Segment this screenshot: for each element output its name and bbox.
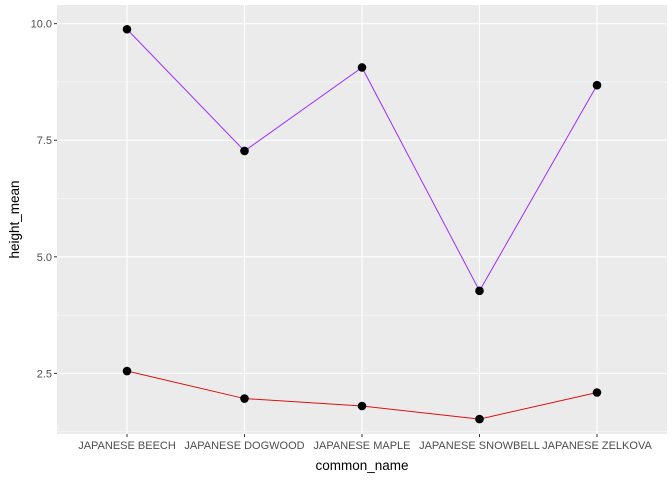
data-point-series-1 [122,24,132,34]
x-tick-label: JAPANESE DOGWOOD [184,440,304,452]
y-tick-label: 7.5 [37,135,52,147]
y-axis-title: height_mean [7,180,22,258]
data-point-series-2 [592,388,602,397]
data-point-series-1 [592,80,602,90]
x-axis: JAPANESE BEECH JAPANESE DOGWOOD JAPANESE M… [78,434,652,452]
data-point-series-1 [475,286,484,296]
data-point-series-2 [240,394,249,403]
data-point-series-2 [475,414,484,424]
x-tick-label: JAPANESE BEECH [78,440,176,452]
x-tick-label: JAPANESE ZELKOVA [542,440,652,452]
y-tick-label: 2.5 [37,368,52,380]
data-point-series-2 [122,366,132,376]
data-point-series-1 [240,146,249,156]
data-point-series-2 [357,401,367,411]
data-points [122,24,602,424]
x-tick-label: JAPANESE SNOWBELL [419,440,540,452]
y-tick-label: 10.0 [31,19,52,31]
y-axis: 2.5 5.0 7.5 10.0 [31,19,57,380]
x-axis-title: common_name [315,458,408,473]
y-tick-label: 5.0 [37,252,52,264]
data-point-series-1 [357,63,367,72]
x-tick-label: JAPANESE MAPLE [314,440,411,452]
